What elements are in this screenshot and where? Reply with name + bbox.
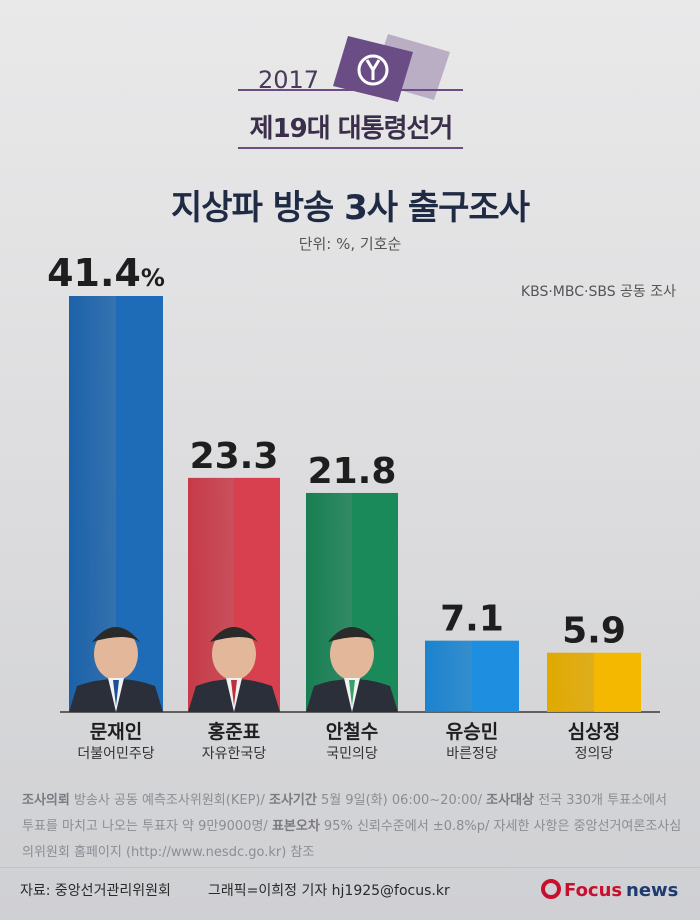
portrait-tie — [231, 680, 237, 706]
candidate-portrait-2 — [188, 627, 280, 712]
source-note: 자료: 중앙선거관리위원회 — [20, 883, 171, 899]
target-text: 전국 330개 투표소에서 투표를 마치고 나오는 투표자 약 9만9000명/ — [22, 793, 667, 834]
detail-text: 자세한 사항은 중앙선거여론조사심의위원회 홈페이지 (http://www.n… — [22, 819, 682, 860]
error-label: 표본오차 — [271, 819, 320, 834]
candidate-portrait-3 — [306, 627, 398, 712]
client-text: 방송사 공동 예측조사위원회(KEP)/ — [73, 793, 265, 808]
bar-value-label-3: 21.8 — [308, 451, 397, 492]
portrait-face — [212, 628, 256, 680]
candidate-party-5: 정의당 — [575, 746, 614, 760]
error-text: 95% 신뢰수준에서 ±0.8%p/ — [323, 819, 490, 834]
candidate-portrait-1 — [69, 627, 163, 712]
percent-sign: % — [141, 264, 165, 292]
candidate-party-4: 바른정당 — [446, 746, 498, 760]
target-label: 조사대상 — [486, 793, 535, 808]
brand-news: news — [626, 880, 678, 901]
portrait-tie — [113, 680, 119, 706]
period-label: 조사기간 — [269, 793, 317, 808]
candidate-name-1: 문재인 — [90, 721, 142, 743]
portrait-tie — [349, 680, 355, 706]
portrait-hair — [328, 627, 376, 642]
bar-shade-5 — [547, 652, 594, 712]
candidate-party-2: 자유한국당 — [202, 746, 267, 760]
bar-value-label-5: 5.9 — [562, 611, 626, 652]
focus-mark-icon — [541, 879, 561, 899]
bar-shade-4 — [425, 640, 472, 712]
survey-notes: 조사의뢰 방송사 공동 예측조사위원회(KEP)/ 조사기간 5월 9일(화) … — [22, 788, 682, 866]
portrait-face — [94, 628, 138, 680]
bar-5 — [547, 652, 641, 712]
ballot-logo — [238, 34, 463, 149]
bar-value-label-1: 41.4% — [47, 251, 165, 295]
client-label: 조사의뢰 — [22, 793, 70, 808]
candidate-name-2: 홍준표 — [208, 720, 260, 743]
election-name: 제19대 대통령선거 — [249, 114, 454, 144]
candidate-name-4: 유승민 — [446, 721, 498, 743]
bar-value-label-2: 23.3 — [190, 436, 279, 477]
bar-4 — [425, 640, 519, 712]
footer-divider — [0, 867, 700, 868]
portrait-hair — [92, 627, 140, 642]
candidate-name-5: 심상정 — [568, 721, 620, 743]
graphic-credit: 그래픽=이희정 기자 hj1925@focus.kr — [208, 883, 450, 899]
candidate-party-1: 더불어민주당 — [77, 746, 154, 760]
period-text: 5월 9일(화) 06:00~20:00/ — [321, 793, 483, 808]
election-year: 2017 — [258, 66, 320, 94]
unit-note: 단위: %, 기호순 — [298, 235, 402, 253]
brand-focus: Focus — [564, 880, 622, 901]
focus-news-logo: Focus news — [541, 879, 678, 901]
chart-title: 지상파 방송 3사 출구조사 — [171, 188, 530, 228]
bar-value-label-4: 7.1 — [440, 599, 504, 640]
candidate-party-3: 국민의당 — [326, 746, 378, 760]
portrait-hair — [210, 627, 258, 642]
portrait-face — [330, 628, 374, 680]
candidate-name-3: 안철수 — [326, 721, 378, 743]
ballot-stamp-icon — [357, 54, 389, 86]
survey-by-note: KBS·MBC·SBS 공동 조사 — [520, 284, 676, 300]
